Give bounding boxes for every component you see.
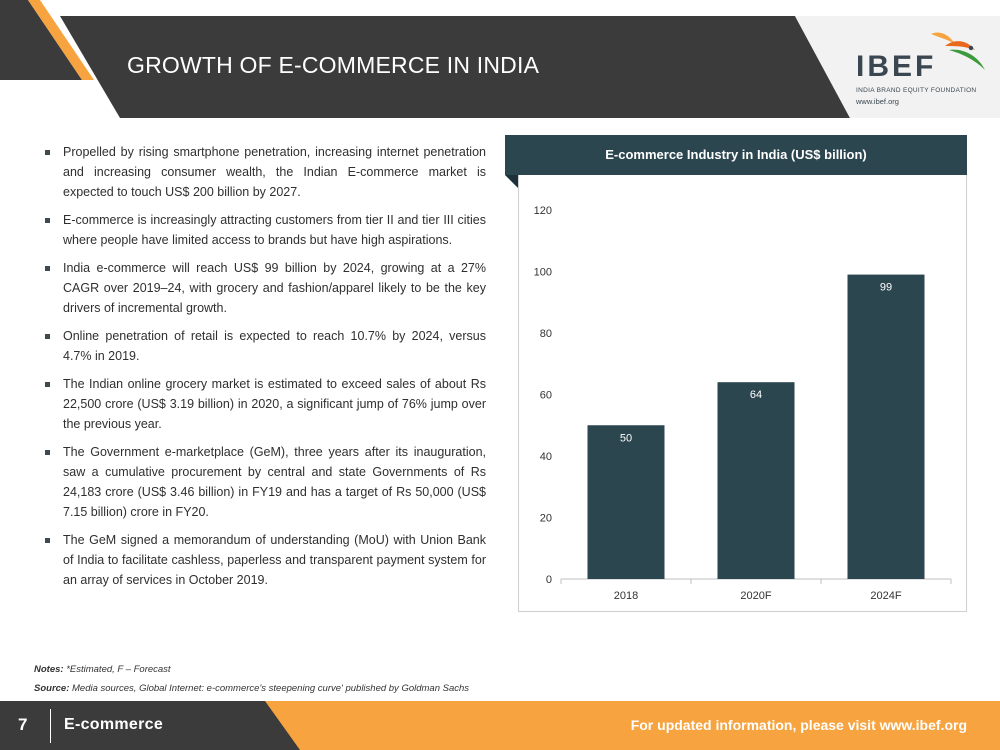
footer-divider bbox=[50, 709, 51, 743]
bullet-item: The Indian online grocery market is esti… bbox=[43, 374, 486, 434]
visit-link[interactable]: For updated information, please visit ww… bbox=[630, 717, 967, 733]
notes-line: Notes: *Estimated, F – Forecast bbox=[34, 660, 469, 679]
bar-2024f bbox=[847, 274, 925, 579]
bullet-item: Propelled by rising smartphone penetrati… bbox=[43, 142, 486, 202]
y-tick-label: 0 bbox=[546, 574, 552, 586]
chart-header-fold bbox=[505, 175, 518, 188]
section-name: E-commerce bbox=[64, 716, 164, 733]
data-label: 99 bbox=[880, 282, 892, 294]
bird-logo-icon bbox=[931, 32, 985, 70]
source-line: Source: Media sources, Global Internet: … bbox=[34, 679, 469, 698]
y-tick-label: 60 bbox=[540, 390, 552, 402]
chart-header bbox=[505, 135, 967, 175]
logo-wordmark: IBEF bbox=[856, 50, 937, 83]
y-tick-label: 20 bbox=[540, 513, 552, 525]
footer-bar bbox=[0, 701, 1000, 750]
logo-url: www.ibef.org bbox=[856, 97, 899, 106]
y-tick-label: 80 bbox=[540, 328, 552, 340]
bar-2018 bbox=[587, 425, 665, 579]
data-label: 64 bbox=[750, 389, 762, 401]
header-banner bbox=[0, 0, 1000, 118]
notes-label: Notes: bbox=[34, 664, 64, 675]
y-tick-label: 100 bbox=[534, 267, 552, 279]
bar-2020f bbox=[717, 382, 795, 579]
page-number: 7 bbox=[18, 715, 28, 734]
x-tick-label: 2024F bbox=[870, 590, 901, 602]
page-title: GROWTH OF E-COMMERCE IN INDIA bbox=[127, 52, 540, 78]
bullet-list: Propelled by rising smartphone penetrati… bbox=[43, 142, 486, 590]
x-tick-label: 2018 bbox=[614, 590, 638, 602]
logo-subtitle: INDIA BRAND EQUITY FOUNDATION bbox=[856, 87, 977, 94]
bullet-item: India e-commerce will reach US$ 99 billi… bbox=[43, 258, 486, 318]
x-tick-label: 2020F bbox=[740, 590, 771, 602]
y-tick-label: 120 bbox=[534, 205, 552, 217]
ibef-logo: IBEF INDIA BRAND EQUITY FOUNDATION www.i… bbox=[853, 24, 993, 114]
bullet-item: The Government e-marketplace (GeM), thre… bbox=[43, 442, 486, 522]
y-tick-label: 40 bbox=[540, 451, 552, 463]
source-text: Media sources, Global Internet: e-commer… bbox=[69, 683, 470, 694]
notes-text: *Estimated, F – Forecast bbox=[63, 664, 171, 675]
bar-chart: 0 20 40 60 80 100 120 50 2018 64 2020F 99 2024F bbox=[534, 205, 952, 602]
bullet-item: The GeM signed a memorandum of understan… bbox=[43, 530, 486, 590]
source-label: Source: bbox=[34, 683, 70, 694]
bullet-item: Online penetration of retail is expected… bbox=[43, 326, 486, 366]
data-label: 50 bbox=[620, 432, 632, 444]
notes-block: Notes: *Estimated, F – Forecast Source: … bbox=[34, 660, 469, 698]
chart-title: E-commerce Industry in India (US$ billio… bbox=[605, 147, 867, 162]
bullet-item: E-commerce is increasingly attracting cu… bbox=[43, 210, 486, 250]
